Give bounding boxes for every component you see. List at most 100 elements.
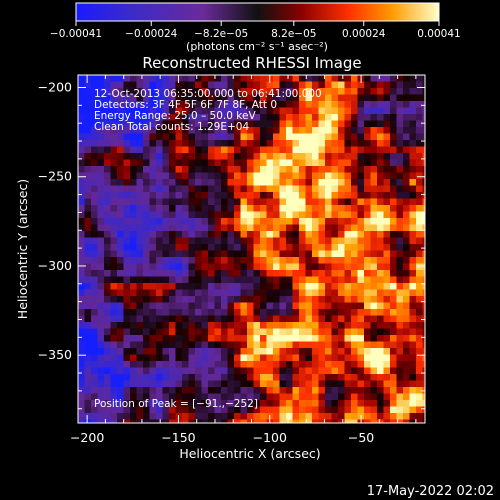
heatmap-cell	[331, 120, 339, 128]
heatmap-cell	[214, 192, 222, 199]
heatmap-cell	[130, 185, 137, 193]
heatmap-cell	[188, 374, 196, 381]
heatmap-cell	[312, 198, 319, 206]
heatmap-cell	[390, 380, 397, 388]
heatmap-cell	[370, 94, 378, 102]
heatmap-cell	[344, 166, 352, 173]
heatmap-cell	[331, 270, 339, 277]
heatmap-cell	[416, 146, 423, 154]
heatmap-cell	[260, 127, 267, 134]
heatmap-cell	[273, 348, 280, 355]
heatmap-cell	[78, 231, 85, 238]
heatmap-cell	[260, 166, 267, 173]
heatmap-cell	[240, 322, 248, 329]
heatmap-cell	[234, 328, 241, 336]
heatmap-cell	[331, 341, 339, 349]
heatmap-cell	[357, 354, 365, 362]
heatmap-cell	[195, 172, 202, 180]
heatmap-cell	[338, 88, 345, 95]
heatmap-cell	[279, 328, 287, 336]
heatmap-cell	[396, 335, 404, 342]
heatmap-cell	[104, 393, 111, 401]
heatmap-cell	[136, 289, 144, 297]
heatmap-cell	[273, 257, 280, 264]
heatmap-cell	[416, 348, 423, 355]
heatmap-cell	[188, 75, 196, 82]
heatmap-cell	[266, 133, 274, 141]
heatmap-cell	[162, 179, 170, 186]
heatmap-cell	[318, 276, 326, 284]
heatmap-cell	[279, 114, 287, 121]
heatmap-cell	[91, 387, 98, 394]
heatmap-cell	[370, 88, 378, 95]
heatmap-cell	[292, 270, 300, 277]
heatmap-cell	[403, 172, 410, 180]
heatmap-cell	[110, 283, 118, 290]
heatmap-cell	[162, 120, 170, 128]
heatmap-cell	[273, 413, 280, 420]
heatmap-cell	[214, 146, 222, 154]
heatmap-cell	[84, 250, 92, 258]
heatmap-cell	[286, 250, 293, 258]
heatmap-cell	[338, 400, 345, 407]
heatmap-cell	[130, 146, 137, 154]
heatmap-cell	[78, 322, 85, 329]
heatmap-cell	[130, 296, 137, 303]
heatmap-cell	[312, 101, 319, 108]
heatmap-cell	[208, 101, 215, 108]
heatmap-cell	[409, 322, 417, 329]
heatmap-cell	[351, 387, 358, 394]
heatmap-cell	[201, 159, 209, 167]
heatmap-cell	[370, 224, 378, 232]
heatmap-cell	[162, 263, 170, 271]
heatmap-cell	[344, 276, 352, 284]
heatmap-cell	[143, 153, 150, 160]
heatmap-cell	[253, 348, 261, 355]
heatmap-cell	[364, 354, 371, 362]
heatmap-cell	[312, 335, 319, 342]
heatmap-cell	[403, 387, 410, 394]
heatmap-cell	[143, 231, 150, 238]
heatmap-cell	[318, 393, 326, 401]
heatmap-cell	[292, 244, 300, 251]
heatmap-cell	[377, 419, 384, 423]
heatmap-cell	[260, 218, 267, 225]
heatmap-cell	[396, 244, 404, 251]
heatmap-cell	[240, 94, 248, 102]
heatmap-cell	[149, 172, 157, 180]
heatmap-cell	[240, 146, 248, 154]
heatmap-cell	[344, 153, 352, 160]
heatmap-cell	[240, 367, 248, 375]
heatmap-cell	[208, 81, 215, 89]
heatmap-cell	[195, 348, 202, 355]
heatmap-cell	[169, 354, 176, 362]
heatmap-cell	[344, 159, 352, 167]
heatmap-cell	[383, 361, 391, 368]
heatmap-cell	[130, 263, 137, 271]
heatmap-cell	[208, 315, 215, 323]
heatmap-cell	[136, 237, 144, 245]
heatmap-cell	[403, 354, 410, 362]
heatmap-cell	[292, 309, 300, 316]
heatmap-cell	[351, 380, 358, 388]
heatmap-cell	[260, 374, 267, 381]
heatmap-cell	[136, 406, 144, 414]
heatmap-cell	[227, 101, 235, 108]
heatmap-cell	[253, 393, 261, 401]
heatmap-cell	[78, 153, 85, 160]
heatmap-cell	[292, 380, 300, 388]
heatmap-cell	[325, 107, 332, 115]
heatmap-cell	[78, 419, 85, 423]
heatmap-cell	[338, 257, 345, 264]
heatmap-cell	[396, 322, 404, 329]
heatmap-cell	[169, 94, 176, 102]
heatmap-cell	[227, 348, 235, 355]
heatmap-cell	[292, 140, 300, 147]
heatmap-cell	[409, 270, 417, 277]
heatmap-cell	[422, 114, 425, 121]
heatmap-cell	[130, 120, 137, 128]
heatmap-cell	[240, 172, 248, 180]
heatmap-cell	[104, 140, 111, 147]
heatmap-cell	[351, 120, 358, 128]
heatmap-cell	[110, 185, 118, 193]
